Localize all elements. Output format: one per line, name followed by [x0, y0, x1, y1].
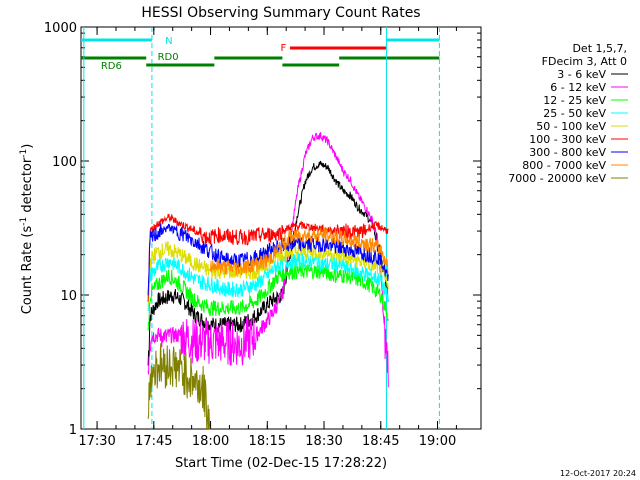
- series-line-6: [147, 223, 389, 296]
- x-tick-label-4: 18:30: [305, 434, 342, 449]
- series-line-3: [147, 252, 389, 312]
- y-axis-label-part3: ): [20, 144, 35, 149]
- series-line-5: [147, 213, 389, 302]
- plot-frame: [80, 26, 482, 430]
- anno-rd0: RD0: [158, 52, 179, 63]
- y-tick-label-1: 10: [60, 289, 77, 304]
- x-tick-label-2: 18:00: [192, 434, 229, 449]
- y-axis-label-sup1: -1: [19, 217, 29, 226]
- chart-title: HESSI Observing Summary Count Rates: [141, 5, 420, 21]
- x-tick-label-0: 17:30: [78, 434, 115, 449]
- anno-n: N: [165, 36, 172, 47]
- x-axis-label: Start Time (02-Dec-15 17:28:22): [175, 456, 387, 471]
- series-line-8: [147, 343, 211, 430]
- legend-label-1: 6 - 12 keV: [550, 81, 606, 94]
- legend-label-6: 300 - 800 keV: [529, 146, 606, 159]
- y-axis-label: Count Rate (s-1 detector-1): [19, 144, 35, 315]
- legend-header-2: FDecim 3, Att 0: [542, 55, 627, 68]
- legend-label-3: 25 - 50 keV: [543, 107, 606, 120]
- legend-label-5: 100 - 300 keV: [529, 133, 606, 146]
- y-tick-label-3: 1000: [44, 21, 77, 36]
- y-tick-label-0: 1: [69, 423, 77, 438]
- legend-label-2: 12 - 25 keV: [543, 94, 606, 107]
- series-line-0: [147, 160, 389, 366]
- y-axis-label-sup2: -1: [19, 149, 29, 158]
- y-tick-label-2: 100: [52, 155, 77, 170]
- x-tick-label-5: 18:45: [362, 434, 399, 449]
- series-line-4: [147, 240, 389, 307]
- anno-rd6: RD6: [101, 61, 122, 72]
- x-tick-label-6: 19:00: [419, 434, 456, 449]
- legend-label-0: 3 - 6 keV: [557, 68, 606, 81]
- y-axis-label-part1: Count Rate (s: [20, 226, 35, 315]
- plot-area: 17:30 17:45 18:00 18:15 18:30 18:45 19:00 1 10 10…: [44, 21, 482, 449]
- legend-header-1: Det 1,5,7,: [572, 42, 627, 55]
- series-line-7: [210, 227, 389, 276]
- x-tick-label-3: 18:15: [249, 434, 286, 449]
- x-tick-label-1: 17:45: [135, 434, 172, 449]
- series-line-1: [147, 132, 389, 388]
- series-line-2: [147, 262, 389, 331]
- y-axis-label-part2: detector: [20, 157, 35, 217]
- legend-label-8: 7000 - 20000 keV: [508, 172, 606, 185]
- anno-f: F: [281, 43, 287, 54]
- legend-label-7: 800 - 7000 keV: [522, 159, 606, 172]
- timestamp: 12-Oct-2017 20:24: [560, 469, 636, 478]
- legend-label-4: 50 - 100 keV: [536, 120, 606, 133]
